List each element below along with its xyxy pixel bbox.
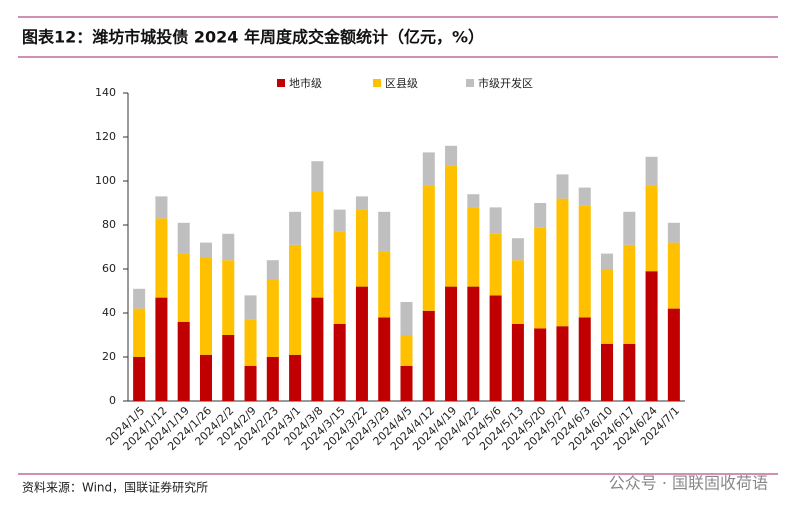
y-tick-label: 120	[95, 130, 116, 143]
y-tick-label: 100	[95, 174, 116, 187]
bar-segment	[667, 242, 680, 309]
bar-segment	[556, 198, 569, 327]
bar-segment	[222, 233, 235, 261]
bar-segment	[556, 326, 569, 401]
bar-segment	[645, 185, 658, 272]
bar-segment	[400, 335, 413, 366]
y-tick-label: 80	[102, 218, 116, 231]
bar-segment	[155, 297, 168, 401]
bar-segment	[511, 324, 524, 401]
bar-segment	[489, 233, 502, 296]
bar-segment	[623, 211, 636, 245]
bar-segment	[266, 280, 279, 357]
y-tick-label: 20	[102, 350, 116, 363]
bar-segment	[133, 308, 146, 357]
bar-segment	[534, 328, 547, 401]
bar-segment	[445, 165, 458, 287]
legend-swatch	[277, 79, 285, 87]
bar-segment	[556, 174, 569, 199]
chart-title: 图表12：潍坊市城投债 2024 年周度成交金额统计（亿元，%）	[22, 28, 484, 47]
bar-segment	[623, 244, 636, 344]
bar-segment	[355, 209, 368, 287]
bar-segment	[222, 335, 235, 401]
bar-segment	[489, 207, 502, 234]
y-tick-label: 140	[95, 86, 116, 99]
bar-segment	[645, 271, 658, 401]
bar-segment	[333, 231, 346, 324]
bar-segment	[222, 260, 235, 335]
legend-swatch	[466, 79, 474, 87]
bar-segment	[601, 343, 614, 401]
bar-segment	[289, 211, 302, 245]
y-tick-label: 0	[109, 394, 116, 407]
bar-segment	[511, 238, 524, 261]
bar-segment	[445, 145, 458, 166]
bar-segment	[244, 319, 257, 366]
bar-segment	[400, 365, 413, 401]
bar-segment	[578, 187, 591, 206]
bar-segment	[177, 321, 190, 401]
bar-segment	[623, 343, 636, 401]
legend-label: 市级开发区	[478, 76, 533, 90]
bar-segment	[133, 288, 146, 309]
bar-segment	[422, 310, 435, 401]
bar-segment	[177, 222, 190, 254]
bar-segment	[467, 207, 480, 287]
bar-segment	[667, 308, 680, 401]
bar-segment	[400, 302, 413, 335]
bar-segment	[266, 260, 279, 280]
bar-segment	[601, 269, 614, 344]
bar-segment	[578, 205, 591, 318]
bar-segment	[467, 286, 480, 401]
legend-swatch	[373, 79, 381, 87]
bar-segment	[133, 357, 146, 401]
bar-segment	[199, 354, 212, 401]
bar-segment	[601, 253, 614, 269]
y-tick-label: 40	[102, 306, 116, 319]
bar-segment	[534, 203, 547, 228]
source-note: 资料来源：Wind，国联证券研究所	[22, 480, 208, 495]
bar-segment	[311, 297, 324, 401]
bar-segment	[266, 357, 279, 401]
bar-segment	[378, 251, 391, 318]
bar-segment	[311, 161, 324, 192]
legend-label: 区县级	[385, 77, 418, 90]
bar-segment	[489, 295, 502, 401]
bar-segment	[534, 227, 547, 329]
bar-segment	[311, 192, 324, 298]
bar-segment	[378, 317, 391, 401]
bar-segment	[155, 218, 168, 298]
bar-segment	[355, 196, 368, 210]
bar-segment	[155, 196, 168, 219]
bar-segment	[645, 156, 658, 186]
bar-segment	[333, 209, 346, 232]
bar-segment	[511, 260, 524, 324]
bar-segment	[378, 211, 391, 252]
bar-segment	[467, 194, 480, 208]
bar-segment	[422, 185, 435, 311]
bar-segment	[289, 354, 302, 401]
bar-segment	[244, 295, 257, 320]
bar-segment	[355, 286, 368, 401]
bar-segment	[333, 324, 346, 401]
bar-segment	[445, 286, 458, 401]
bar-segment	[199, 242, 212, 258]
bar-segment	[422, 152, 435, 186]
bar-segment	[578, 317, 591, 401]
watermark: 公众号 · 国联固收荷语	[609, 474, 768, 493]
bar-segment	[289, 244, 302, 355]
bar-segment	[199, 258, 212, 355]
bar-segment	[244, 365, 257, 401]
y-tick-label: 60	[102, 262, 116, 275]
bar-segment	[177, 253, 190, 322]
bar-segment	[667, 222, 680, 243]
legend-label: 地市级	[289, 76, 322, 90]
